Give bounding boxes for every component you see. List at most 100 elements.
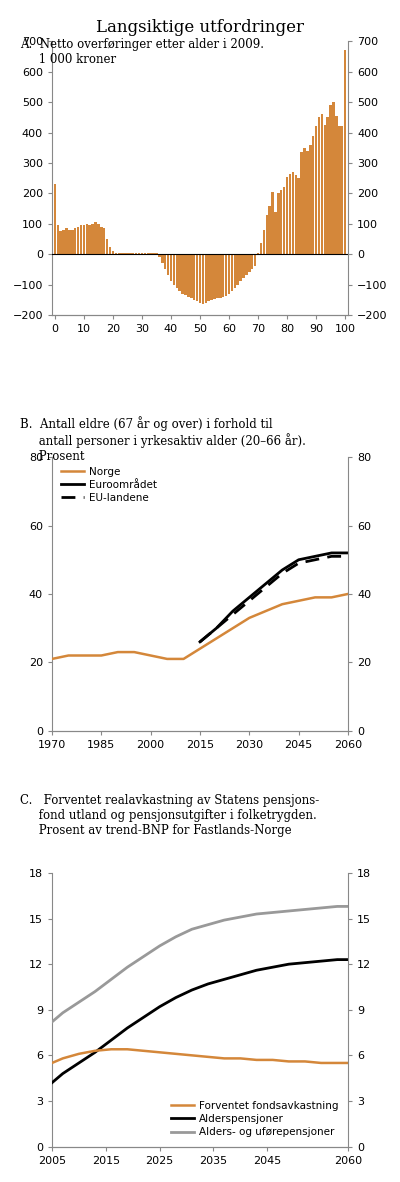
Bar [150, 253, 152, 254]
Bar [271, 191, 274, 254]
Bar [144, 253, 146, 254]
Bar [164, 254, 166, 269]
Bar [97, 223, 100, 254]
Bar [231, 254, 233, 291]
Bar [242, 254, 245, 279]
Bar [245, 254, 248, 275]
Bar [106, 239, 108, 254]
Bar [155, 253, 158, 254]
Bar [315, 126, 317, 254]
Bar [91, 223, 94, 254]
Bar [86, 223, 88, 254]
Bar [187, 254, 190, 297]
Bar [251, 254, 254, 269]
Bar [277, 194, 280, 254]
Bar [129, 253, 132, 254]
Bar [56, 226, 59, 254]
Bar [178, 254, 181, 291]
Bar [100, 227, 102, 254]
Bar [68, 229, 71, 254]
Bar [263, 229, 265, 254]
Bar [292, 173, 294, 254]
Bar [312, 136, 314, 254]
Bar [257, 253, 259, 254]
Bar [109, 247, 111, 254]
Bar [216, 254, 219, 298]
Bar [318, 117, 320, 254]
Bar [184, 254, 187, 296]
Bar [77, 227, 79, 254]
Bar [74, 228, 76, 254]
Bar [80, 226, 82, 254]
Bar [332, 102, 335, 254]
Bar [341, 126, 344, 254]
Bar [126, 253, 129, 254]
Bar [199, 254, 201, 303]
Bar [236, 254, 239, 285]
Bar [260, 243, 262, 254]
Bar [321, 115, 323, 254]
Bar [228, 254, 230, 293]
Bar [115, 253, 117, 254]
Bar [65, 228, 68, 254]
Bar [306, 151, 309, 254]
Bar [222, 254, 224, 297]
Bar [88, 226, 91, 254]
Bar [338, 126, 340, 254]
Bar [268, 206, 271, 254]
Bar [274, 212, 277, 254]
Bar [280, 190, 282, 254]
Bar [286, 176, 288, 254]
Bar [210, 254, 213, 300]
Legend: Norge, Euroområdet, EU-landene: Norge, Euroområdet, EU-landene [57, 462, 162, 507]
Bar [60, 232, 62, 254]
Bar [161, 254, 164, 264]
Bar [123, 253, 126, 254]
Text: A.  Netto overføringer etter alder i 2009.
     1 000 kroner: A. Netto overføringer etter alder i 2009… [20, 38, 264, 66]
Bar [344, 51, 346, 254]
Bar [303, 148, 306, 254]
Bar [329, 105, 332, 254]
Bar [196, 254, 198, 301]
Bar [225, 254, 227, 296]
Bar [158, 254, 161, 258]
Bar [219, 254, 222, 298]
Bar [204, 254, 207, 303]
Bar [54, 184, 56, 254]
Text: B.  Antall eldre (67 år og over) i forhold til
     antall personer i yrkesaktiv: B. Antall eldre (67 år og over) i forhol… [20, 416, 306, 463]
Bar [298, 178, 300, 254]
Bar [309, 144, 312, 254]
Bar [135, 253, 137, 254]
Bar [132, 253, 134, 254]
Bar [118, 253, 120, 254]
Bar [94, 222, 97, 254]
Bar [103, 228, 106, 254]
Bar [173, 254, 175, 285]
Bar [181, 254, 184, 293]
Bar [71, 229, 74, 254]
Bar [326, 117, 329, 254]
Bar [146, 253, 149, 254]
Text: Langsiktige utfordringer: Langsiktige utfordringer [96, 19, 304, 35]
Bar [112, 251, 114, 254]
Bar [213, 254, 216, 299]
Bar [300, 152, 303, 254]
Bar [176, 254, 178, 287]
Bar [193, 254, 196, 300]
Legend: Forventet fondsavkastning, Alderspensjoner, Alders- og uførepensjoner: Forventet fondsavkastning, Alderspensjon… [167, 1097, 343, 1142]
Bar [248, 254, 250, 272]
Bar [324, 125, 326, 254]
Bar [208, 254, 210, 301]
Bar [62, 229, 65, 254]
Bar [120, 253, 123, 254]
Bar [254, 254, 256, 266]
Bar [283, 187, 285, 254]
Bar [239, 254, 242, 281]
Bar [167, 254, 169, 275]
Bar [152, 253, 155, 254]
Bar [289, 174, 291, 254]
Bar [335, 116, 338, 254]
Bar [202, 254, 204, 304]
Bar [266, 215, 268, 254]
Bar [138, 253, 140, 254]
